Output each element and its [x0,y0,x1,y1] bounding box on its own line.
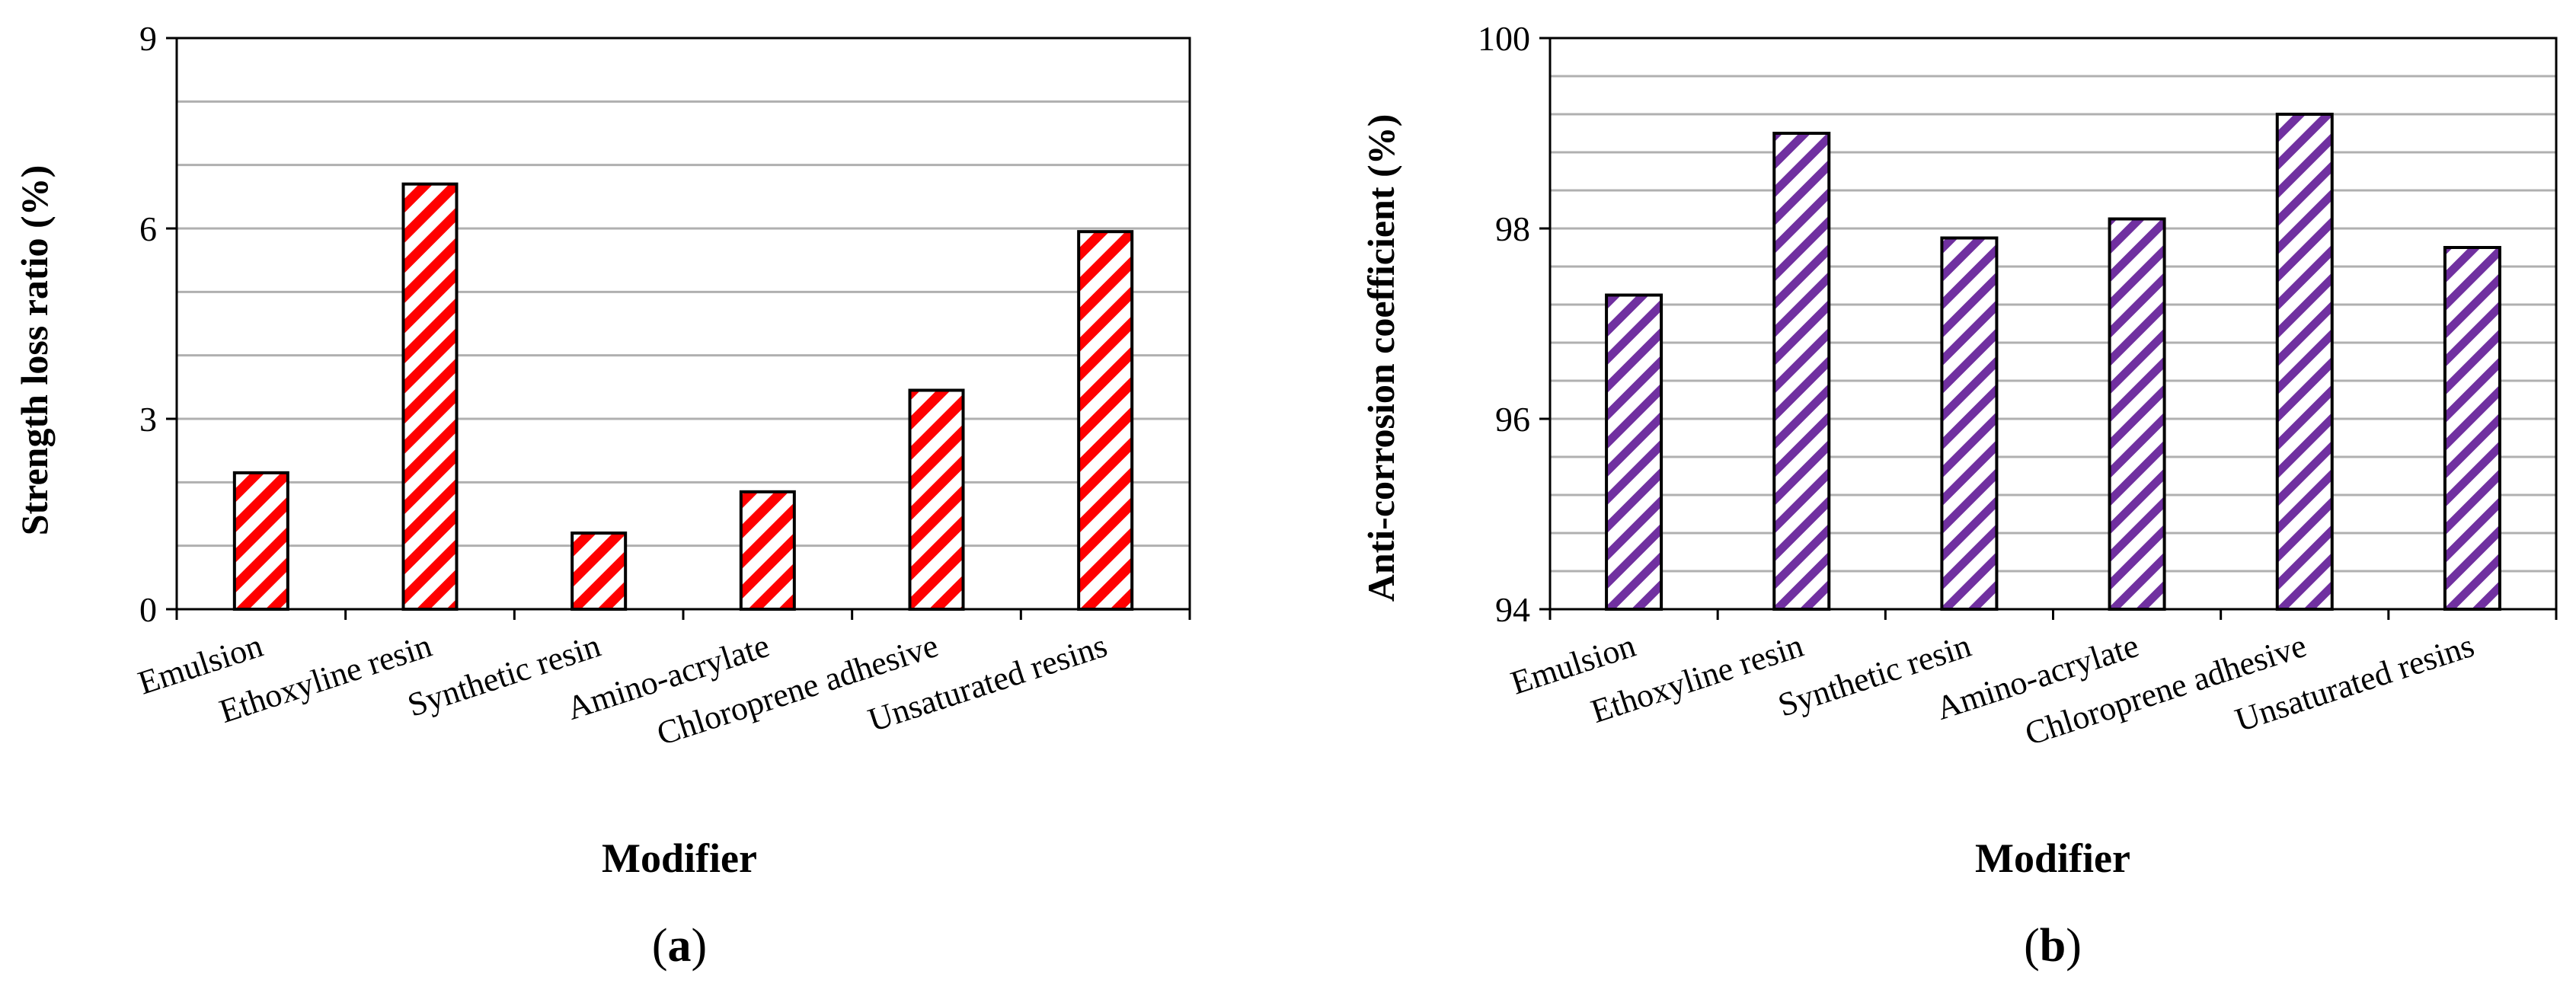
y-tick-label: 94 [1495,590,1530,629]
bar-amino-acrylate [2108,217,2166,611]
panel-a-x-axis-label: Modifier [602,835,757,881]
y-tick-label: 100 [1478,19,1530,58]
panel-b-label-close-paren: ) [2066,920,2082,972]
panel-a-gridlines [177,100,1190,548]
y-tick-label: 96 [1495,400,1530,439]
y-tick-label: 98 [1495,209,1530,248]
panel-a-bars [232,182,1134,611]
y-tick-label: 3 [139,400,157,439]
panel-b-label-letter: b [2040,920,2066,972]
bar-amino-acrylate [739,490,796,611]
panel-b-bars [1605,113,2501,611]
y-tick-label: 6 [139,209,157,248]
panel-a-plot-frame [175,37,1191,611]
panel-b-x-axis-label: Modifier [1975,835,2130,881]
panel-b-plot-frame [1548,37,2558,611]
bar-synthetic-resin [1940,236,1999,611]
bar-ethoxyline-resin [401,182,459,611]
y-tick-label: 9 [139,19,157,58]
panel-a-label-letter: a [668,920,692,972]
bar-chloroprene-adhesive [2275,113,2334,611]
panel-b-x-ticks [1548,609,2558,620]
panel-a-y-ticks: 0 3 6 9 [139,19,177,629]
bar-emulsion [1605,293,1664,611]
panel-b-y-ticks: 94 96 98 100 [1478,19,1550,629]
y-tick-label: 0 [139,590,157,629]
panel-b-label-open-paren: ( [2024,920,2040,972]
panel-b-label: (b) [2024,920,2082,972]
bar-unsaturated-resins [1077,230,1134,611]
panel-b-gridlines [1550,75,2556,573]
panel-a-label: (a) [652,920,707,972]
bar-unsaturated-resins [2443,246,2501,611]
bar-chloroprene-adhesive [908,388,965,611]
category-label: Chloroprene adhesive [652,627,942,753]
bar-synthetic-resin [570,532,628,611]
panel-a-label-close-paren: ) [692,920,708,972]
bar-emulsion [232,471,289,611]
category-label: Chloroprene adhesive [2021,627,2311,753]
panel-b-y-axis-label: Anti-corrosion coefficient (%) [1360,114,1402,602]
panel-a-label-open-paren: ( [652,920,668,972]
bar-ethoxyline-resin [1772,132,1831,611]
panel-a-y-axis-label: Strength loss ratio (%) [13,165,56,536]
panel-a-x-ticks [175,609,1191,620]
